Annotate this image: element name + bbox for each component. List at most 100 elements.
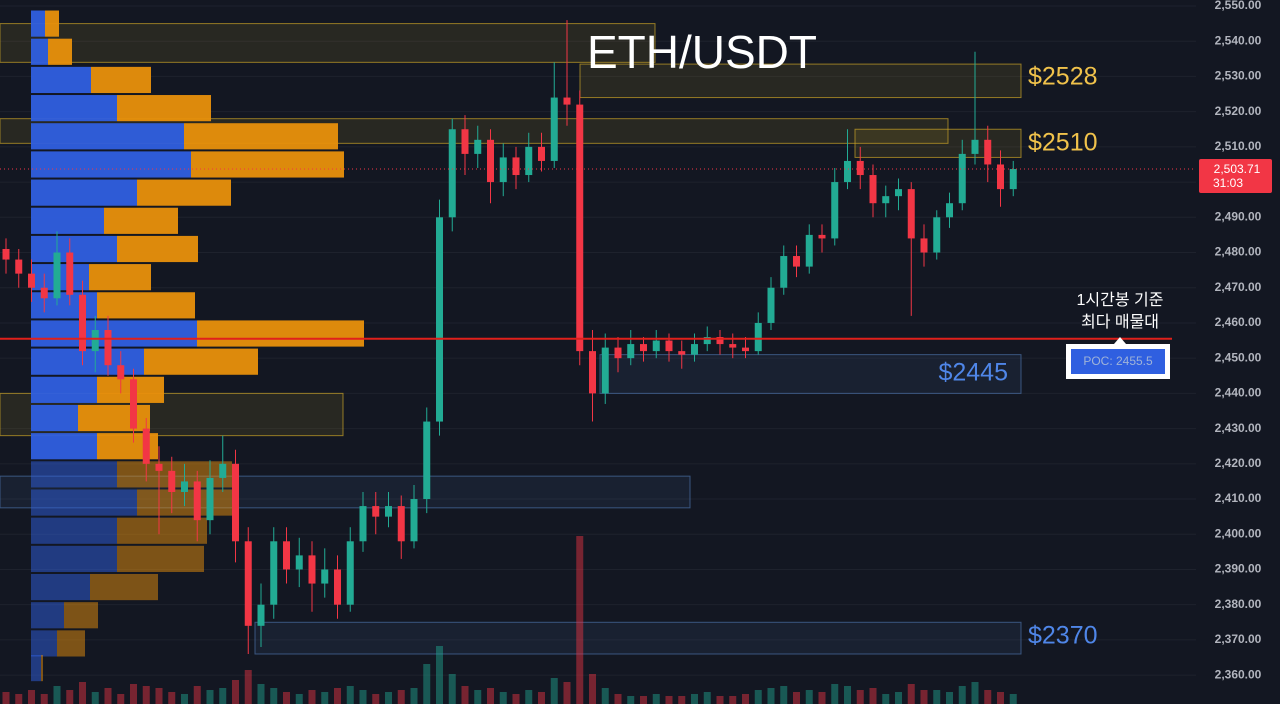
candle-body	[423, 421, 431, 500]
volume-bar	[895, 692, 902, 704]
volume-bar	[640, 696, 647, 704]
volume-bar	[971, 682, 979, 704]
candle-body	[397, 506, 405, 542]
volume-bar	[104, 688, 112, 704]
volume-bar	[372, 694, 380, 704]
candle-body	[283, 541, 290, 570]
candle-body	[525, 146, 533, 176]
candle-body	[410, 499, 418, 542]
last-price-box	[1199, 159, 1272, 194]
volume-bar	[410, 688, 418, 704]
volume-bar	[576, 536, 584, 704]
profile-sell	[89, 264, 151, 291]
candle-body	[104, 329, 112, 366]
candle-body	[678, 351, 686, 355]
volume-bar	[193, 686, 201, 704]
candle-body	[856, 160, 864, 176]
profile-sell	[117, 95, 211, 122]
volume-bar	[448, 674, 456, 704]
profile-buy	[31, 654, 41, 682]
volume-bar	[270, 688, 278, 704]
profile-sell	[117, 235, 198, 263]
volume-bar	[627, 696, 635, 704]
profile-sell	[117, 545, 204, 572]
profile-buy	[31, 179, 137, 206]
candle-body	[933, 217, 941, 253]
volume-bar	[295, 694, 303, 704]
volume-bar	[920, 690, 928, 704]
profile-buy	[31, 66, 91, 94]
candle-body	[385, 506, 392, 517]
zone	[0, 23, 656, 63]
profile-sell	[64, 602, 98, 629]
candle-body	[818, 234, 826, 239]
volume-bar	[512, 694, 520, 704]
volume-bar	[703, 692, 711, 704]
profile-sell	[41, 654, 43, 682]
candle-body	[895, 189, 902, 197]
profile-sell	[97, 292, 195, 319]
volume-bar	[244, 670, 252, 704]
volume-bar	[780, 686, 788, 704]
poc-badge	[1071, 349, 1165, 374]
zone	[254, 621, 1022, 655]
profile-sell	[104, 207, 178, 234]
candle-body	[665, 340, 673, 352]
candle-body	[193, 481, 201, 521]
note: 최다 매물대	[1081, 313, 1159, 331]
candle-body	[219, 463, 227, 478]
profile-buy	[31, 38, 48, 65]
volume-bar	[946, 692, 953, 704]
candle-body	[15, 259, 23, 274]
volume-bar	[117, 694, 125, 704]
candle-body	[372, 506, 380, 517]
candle-body	[512, 157, 520, 176]
volume-bar	[742, 694, 749, 704]
candle-body	[257, 604, 265, 626]
zone	[579, 63, 1022, 99]
y-tick-label: 2,420.00	[1215, 456, 1262, 470]
profile-sell	[78, 404, 150, 432]
y-tick-label: 2,370.00	[1215, 632, 1262, 646]
last-price-label: 2,503.71	[1214, 162, 1261, 176]
y-tick-label: 2,450.00	[1215, 350, 1262, 364]
profile-sell	[137, 179, 231, 206]
volume-bar	[232, 680, 239, 704]
candle-body	[1009, 169, 1017, 190]
profile-buy	[31, 207, 104, 234]
volume-bar	[168, 692, 176, 704]
volume-bar	[28, 690, 35, 704]
candle-body	[793, 256, 800, 267]
candle-body	[346, 541, 354, 605]
profile-buy	[31, 10, 45, 37]
volume-bar	[206, 690, 214, 704]
candle-body	[142, 428, 150, 464]
candle-body	[971, 139, 979, 154]
price-annotation: $2528	[1028, 63, 1098, 91]
candle-body	[640, 344, 647, 352]
candle-body	[206, 477, 214, 521]
volume-bar	[525, 690, 533, 704]
profile-buy	[31, 320, 197, 347]
candle-body	[499, 157, 507, 183]
candle-body	[487, 139, 494, 183]
poc-label: POC: 2455.5	[1083, 354, 1153, 368]
volume-bar	[933, 690, 941, 704]
profile-buy	[31, 630, 57, 657]
candle-body	[28, 273, 35, 288]
volume-bar	[436, 646, 443, 704]
candle-body	[232, 463, 239, 542]
candle-body	[754, 322, 762, 352]
volume-bar	[856, 690, 864, 704]
candle-body	[601, 347, 609, 394]
y-tick-label: 2,540.00	[1215, 33, 1262, 47]
profile-sell	[191, 151, 344, 178]
candle-body	[780, 256, 788, 288]
candle-body	[742, 347, 749, 352]
candle-body	[844, 160, 851, 183]
candle-body	[436, 217, 443, 422]
countdown: 31:03	[1213, 176, 1243, 190]
volume-bar	[614, 694, 622, 704]
candle-body	[295, 555, 303, 570]
